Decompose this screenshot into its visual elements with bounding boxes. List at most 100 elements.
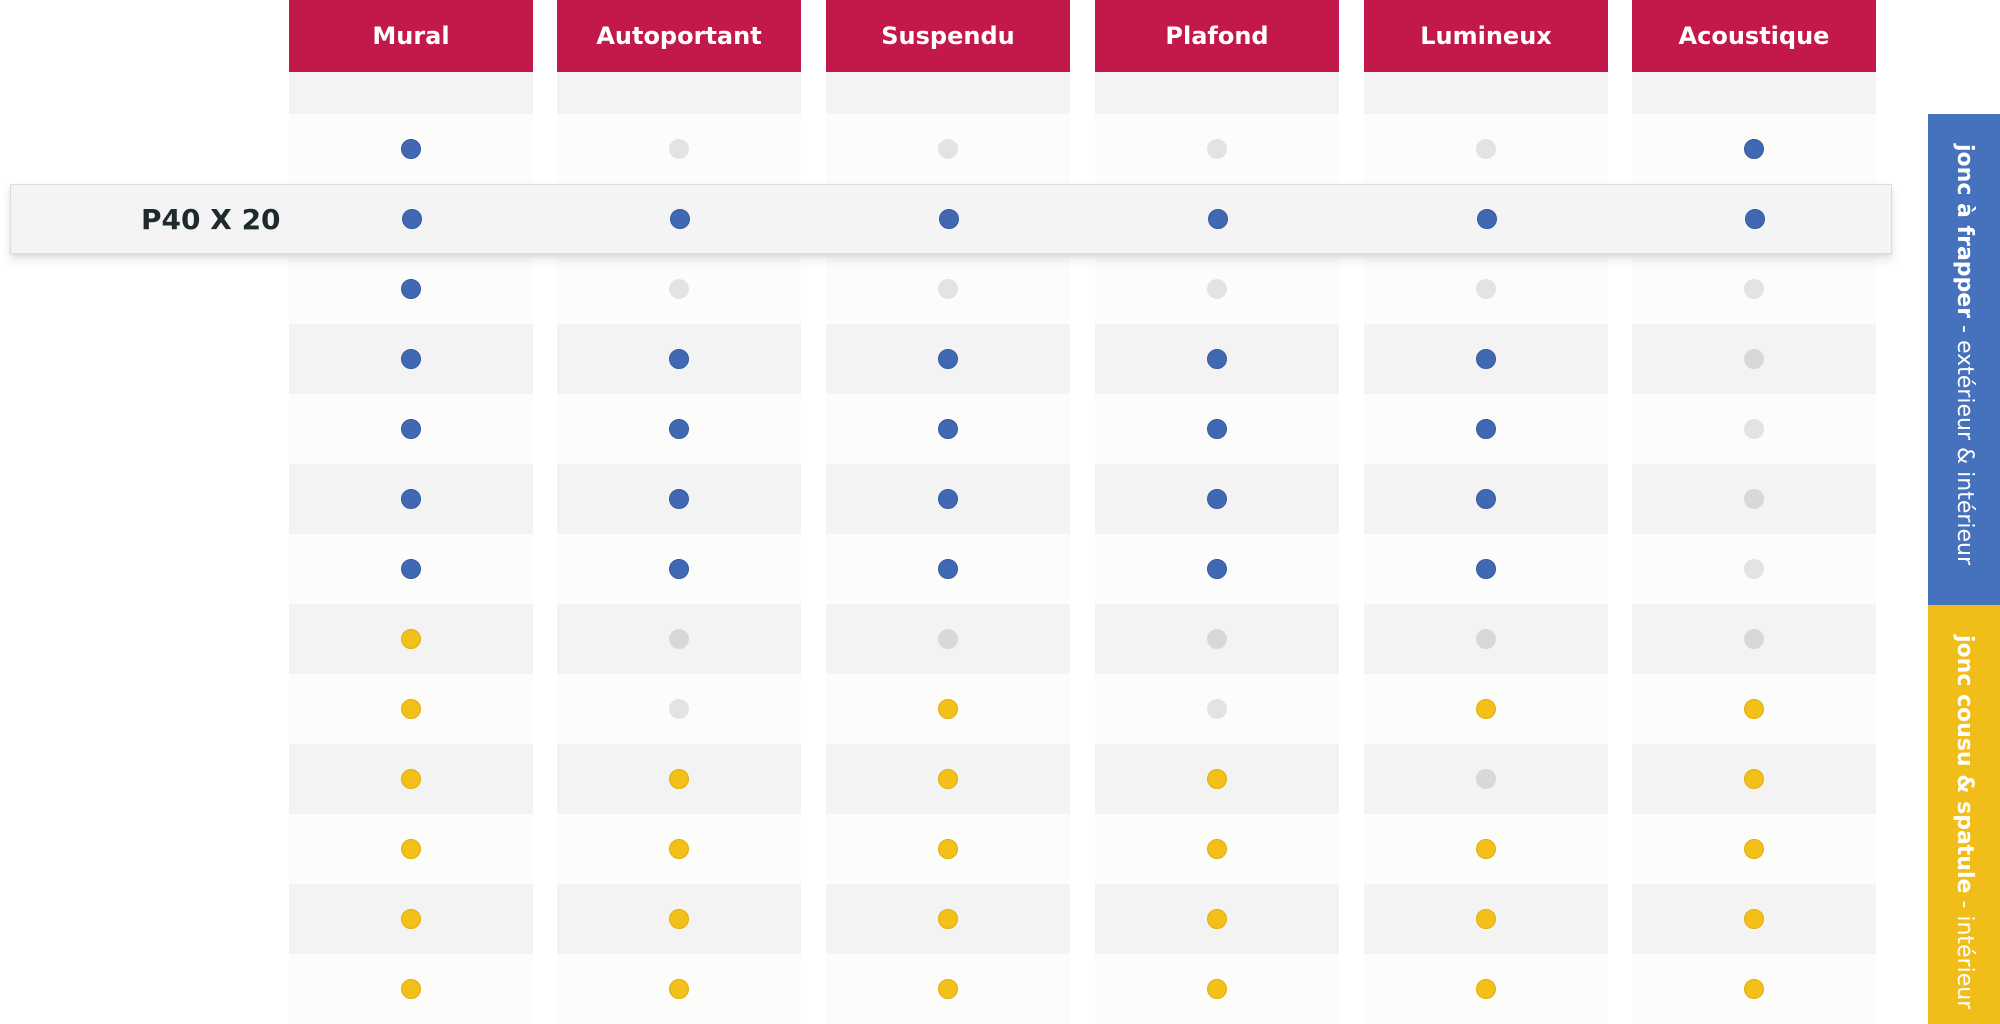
column-header[interactable]: Lumineux (1364, 0, 1608, 72)
table-cell (557, 464, 801, 534)
yellow-dot-icon (1207, 769, 1227, 789)
empty-dot-icon (1207, 699, 1227, 719)
empty-dot-icon (1744, 629, 1764, 649)
column-spacer (1095, 72, 1339, 114)
table-cell (826, 884, 1070, 954)
table-cell (557, 814, 801, 884)
table-cell (557, 324, 801, 394)
blue-dot-icon (1207, 419, 1227, 439)
empty-dot-icon (669, 139, 689, 159)
side-band-yellow-text: jonc cousu & spatule - intérieur (1952, 635, 1977, 1009)
yellow-dot-icon (1207, 839, 1227, 859)
yellow-dot-icon (401, 769, 421, 789)
empty-dot-icon (1744, 489, 1764, 509)
table-cell (289, 324, 533, 394)
column-mural: Mural (289, 0, 533, 1024)
table-cell (1095, 534, 1339, 604)
column-acoustique: Acoustique (1632, 0, 1876, 1024)
blue-dot-icon (669, 489, 689, 509)
table-cell (557, 114, 801, 184)
table-cell (1095, 604, 1339, 674)
table-cell (826, 394, 1070, 464)
column-spacer (557, 72, 801, 114)
table-cell (557, 884, 801, 954)
table-cell (826, 324, 1070, 394)
side-band-blue: jonc à frapper - extérieur & intérieur (1928, 114, 2000, 605)
yellow-dot-icon (669, 909, 689, 929)
table-cell (557, 674, 801, 744)
yellow-dot-icon (938, 699, 958, 719)
table-cell (1364, 954, 1608, 1024)
blue-dot-icon (1476, 349, 1496, 369)
table-cell (1095, 954, 1339, 1024)
table-cell (826, 814, 1070, 884)
yellow-dot-icon (938, 909, 958, 929)
column-lumineux: Lumineux (1364, 0, 1608, 1024)
yellow-dot-icon (1207, 979, 1227, 999)
blue-dot-icon (938, 419, 958, 439)
table-cell (1632, 534, 1876, 604)
table-cell (826, 604, 1070, 674)
blue-dot-icon (1208, 209, 1228, 229)
blue-dot-icon (669, 419, 689, 439)
table-cell (289, 744, 533, 814)
yellow-dot-icon (1476, 909, 1496, 929)
yellow-dot-icon (401, 839, 421, 859)
table-cell (1095, 464, 1339, 534)
table-cell (289, 814, 533, 884)
table-cell (289, 394, 533, 464)
column-header[interactable]: Suspendu (826, 0, 1070, 72)
blue-dot-icon (938, 489, 958, 509)
table-cell (557, 744, 801, 814)
table-cell (826, 114, 1070, 184)
table-cell (826, 674, 1070, 744)
column-spacer (1364, 72, 1608, 114)
table-cell (289, 674, 533, 744)
column-header[interactable]: Autoportant (557, 0, 801, 72)
column-spacer (826, 72, 1070, 114)
column-header[interactable]: Acoustique (1632, 0, 1876, 72)
blue-dot-icon (401, 559, 421, 579)
table-cell (1632, 114, 1876, 184)
table-cell (289, 114, 533, 184)
table-cell (1095, 674, 1339, 744)
blue-dot-icon (1744, 139, 1764, 159)
table-cell (826, 464, 1070, 534)
table-cell (826, 954, 1070, 1024)
column-header[interactable]: Plafond (1095, 0, 1339, 72)
side-band-blue-subtitle: - extérieur & intérieur (1952, 318, 1977, 566)
table-cell (1364, 814, 1608, 884)
table-cell (1632, 604, 1876, 674)
empty-dot-icon (1476, 769, 1496, 789)
table-cell (289, 954, 533, 1024)
column-header[interactable]: Mural (289, 0, 533, 72)
table-cell (1364, 534, 1608, 604)
blue-dot-icon (1476, 489, 1496, 509)
empty-dot-icon (1476, 279, 1496, 299)
table-cell (557, 954, 801, 1024)
empty-dot-icon (1744, 559, 1764, 579)
table-cell (1364, 114, 1608, 184)
column-spacer (1632, 72, 1876, 114)
side-band-blue-title: jonc à frapper (1952, 144, 1977, 319)
yellow-dot-icon (1476, 979, 1496, 999)
empty-dot-icon (938, 629, 958, 649)
empty-dot-icon (1744, 279, 1764, 299)
blue-dot-icon (401, 419, 421, 439)
table-cell (1364, 884, 1608, 954)
table-cell (1095, 744, 1339, 814)
table-cell (1632, 744, 1876, 814)
column-spacer (289, 72, 533, 114)
blue-dot-icon (938, 559, 958, 579)
blue-dot-icon (1207, 559, 1227, 579)
highlighted-row[interactable]: P40 X 20 (10, 184, 1892, 254)
yellow-dot-icon (1744, 769, 1764, 789)
yellow-dot-icon (1476, 839, 1496, 859)
empty-dot-icon (1207, 279, 1227, 299)
table-cell (289, 464, 533, 534)
empty-dot-icon (1744, 419, 1764, 439)
table-cell (1632, 674, 1876, 744)
table-cell (1632, 814, 1876, 884)
table-cell (1364, 744, 1608, 814)
yellow-dot-icon (1207, 909, 1227, 929)
